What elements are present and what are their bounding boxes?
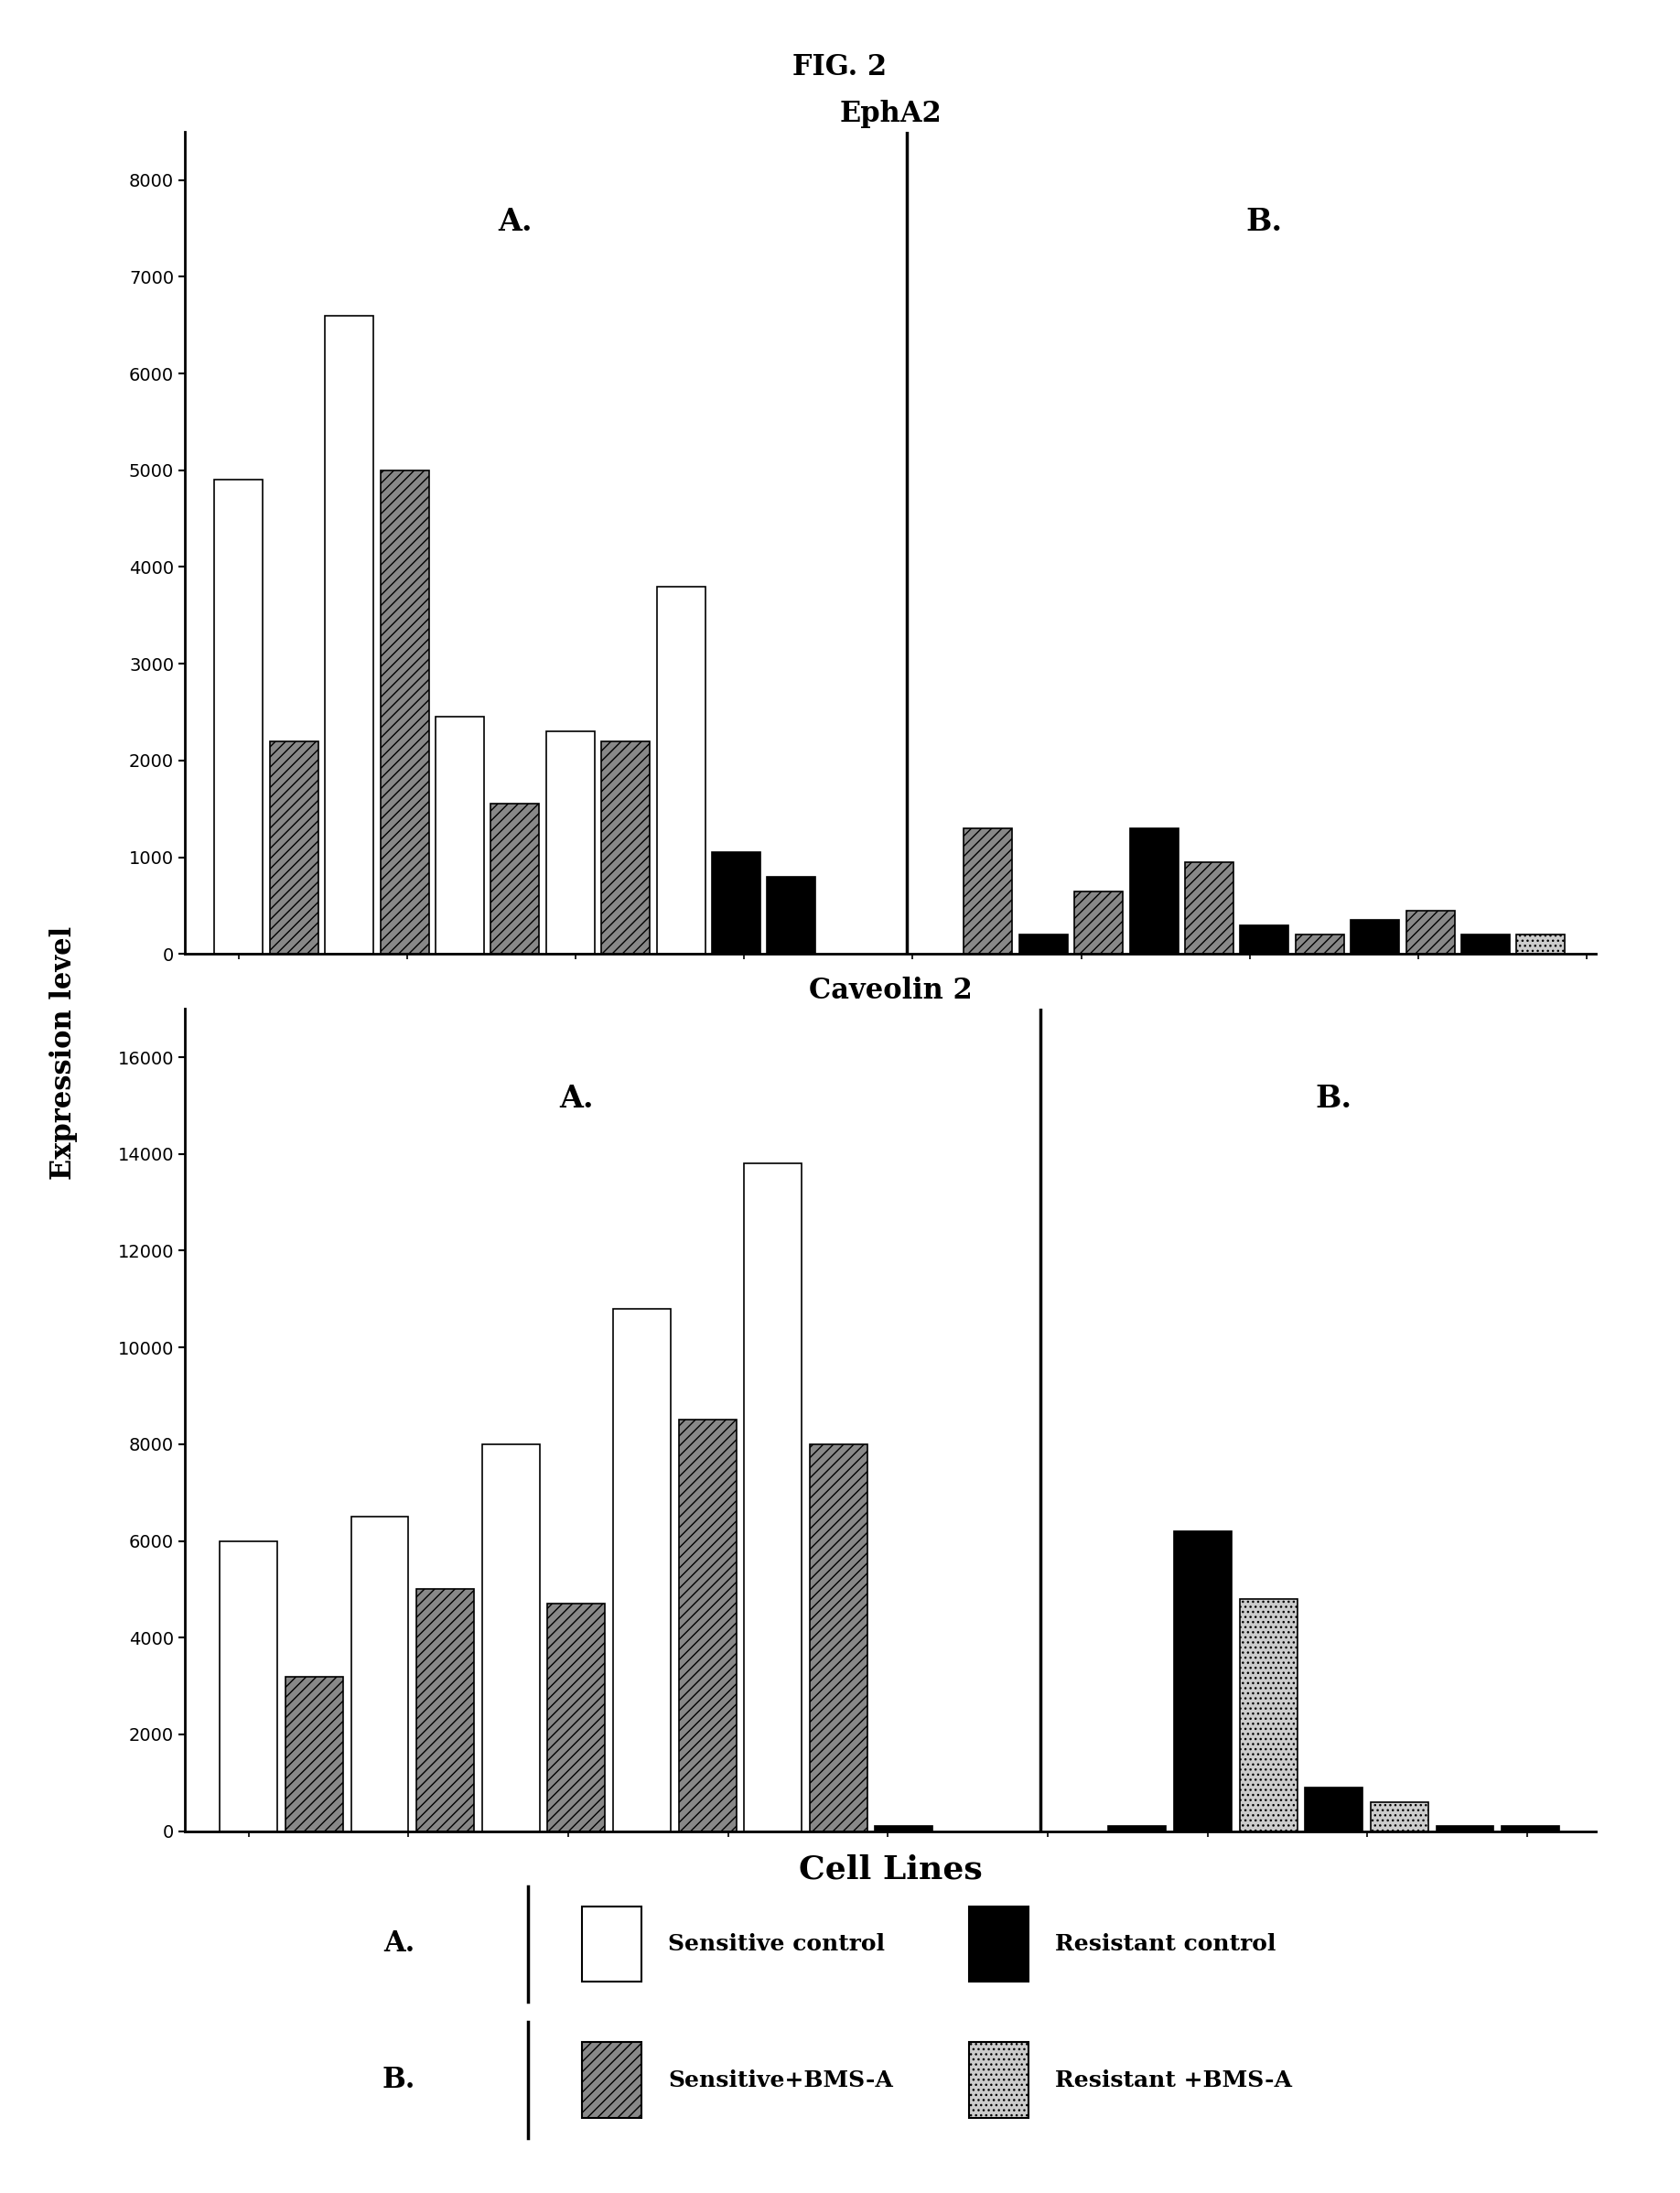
Bar <box>1075 890 1122 954</box>
Bar <box>581 1906 642 1982</box>
Bar <box>1109 1827 1166 1831</box>
Bar <box>613 1309 670 1831</box>
Bar <box>1351 921 1399 954</box>
Text: B.: B. <box>383 2066 417 2094</box>
Bar <box>1174 1531 1231 1831</box>
Text: FIG. 2: FIG. 2 <box>793 53 887 81</box>
Bar <box>969 2042 1028 2118</box>
Bar <box>435 717 484 954</box>
Bar <box>491 805 539 954</box>
Bar <box>1240 925 1289 954</box>
Text: A.: A. <box>497 206 533 237</box>
Bar <box>286 1675 343 1831</box>
Bar <box>351 1518 408 1831</box>
Bar <box>581 2042 642 2118</box>
Bar <box>546 732 595 954</box>
Bar <box>1517 934 1566 954</box>
Bar <box>1436 1827 1494 1831</box>
Text: Sensitive+BMS-A: Sensitive+BMS-A <box>669 2070 894 2092</box>
Text: Sensitive control: Sensitive control <box>669 1932 885 1954</box>
Bar <box>1020 934 1068 954</box>
Bar <box>679 1421 736 1831</box>
Title: EphA2: EphA2 <box>840 99 941 127</box>
Bar <box>1240 1599 1297 1831</box>
Bar <box>744 1164 801 1831</box>
Text: B.: B. <box>1247 206 1284 237</box>
X-axis label: Cell Lines: Cell Lines <box>798 1853 983 1886</box>
Bar <box>270 741 318 954</box>
Bar <box>417 1590 474 1831</box>
Bar <box>215 480 264 954</box>
Bar <box>1295 934 1344 954</box>
Bar <box>1371 1803 1428 1831</box>
Bar <box>768 877 815 954</box>
Text: Resistant +BMS-A: Resistant +BMS-A <box>1055 2070 1292 2092</box>
Bar <box>1129 829 1178 954</box>
Bar <box>810 1445 867 1831</box>
Bar <box>324 316 373 954</box>
Title: Caveolin 2: Caveolin 2 <box>808 976 973 1004</box>
Text: Expression level: Expression level <box>50 925 77 1180</box>
Bar <box>964 829 1013 954</box>
Bar <box>1462 934 1510 954</box>
Bar <box>601 741 650 954</box>
Bar <box>1406 910 1455 954</box>
Bar <box>1502 1827 1559 1831</box>
Bar <box>380 469 428 954</box>
Bar <box>220 1542 277 1831</box>
Bar <box>712 853 761 954</box>
Text: B.: B. <box>1315 1083 1352 1114</box>
Bar <box>482 1445 539 1831</box>
Bar <box>548 1603 605 1831</box>
Bar <box>875 1827 932 1831</box>
Bar <box>969 1906 1028 1982</box>
Bar <box>1305 1787 1362 1831</box>
Bar <box>1184 862 1233 954</box>
Text: A.: A. <box>559 1083 593 1114</box>
Text: A.: A. <box>383 1930 415 1958</box>
Bar <box>657 586 706 954</box>
Text: Resistant control: Resistant control <box>1055 1932 1275 1954</box>
